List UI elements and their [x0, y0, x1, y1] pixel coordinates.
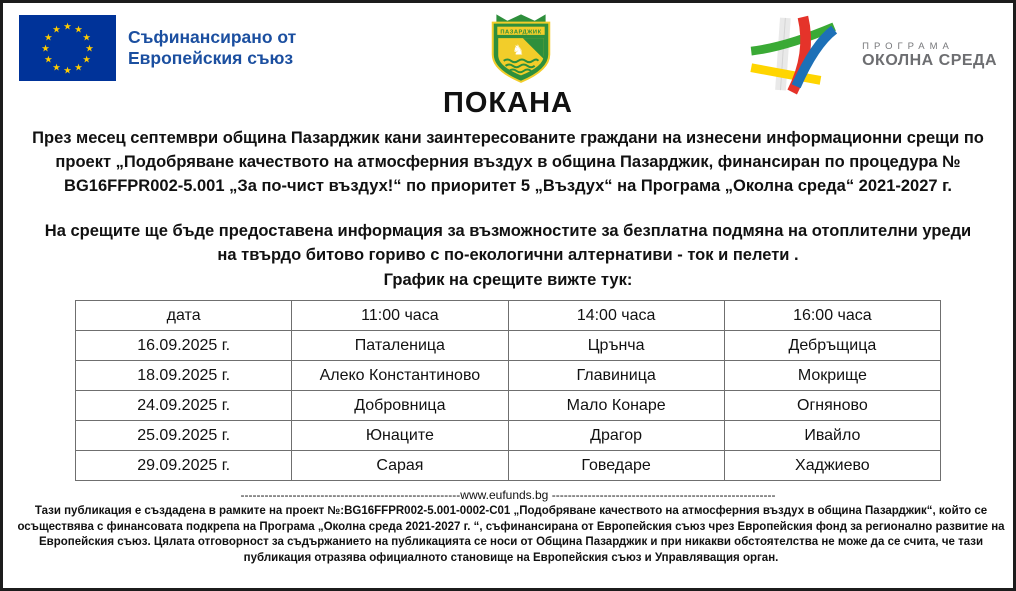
header-logos: ★ ★ ★ ★ ★ ★ ★ ★ ★ ★ ★ ★ Съфинансирано от… — [17, 11, 999, 95]
table-cell: Хаджиево — [723, 450, 942, 481]
table-cell: Сарая — [291, 450, 509, 481]
info-paragraph: На срещите ще бъде предоставена информац… — [44, 222, 972, 264]
table-row: 16.09.2025 г. Паталеница Црънча Дебръщиц… — [74, 330, 942, 361]
svg-text:★: ★ — [74, 24, 83, 35]
table-row: 25.09.2025 г. Юнаците Драгор Ивайло — [74, 420, 942, 451]
table-cell-date: 25.09.2025 г. — [74, 420, 293, 451]
table-cell: Паталеница — [291, 330, 509, 361]
programme-caption-line2: ОКОЛНА СРЕДА — [862, 51, 997, 69]
table-cell: Алеко Константиново — [291, 360, 509, 391]
table-cell: Говедаре — [507, 450, 725, 481]
table-cell: Мало Конаре — [507, 390, 725, 421]
table-cell: Мокрище — [723, 360, 942, 391]
table-cell: Ивайло — [723, 420, 942, 451]
eu-logo-caption-line2: Европейския съюз — [128, 48, 294, 68]
pazardzhik-coat-of-arms: ПАЗАРДЖИК ♞ — [480, 13, 562, 90]
table-cell-date: 29.09.2025 г. — [74, 450, 293, 481]
table-cell-date: 16.09.2025 г. — [74, 330, 293, 361]
pazardzhik-coat-of-arms-icon: ПАЗАРДЖИК ♞ — [491, 14, 551, 83]
svg-text:ПАЗАРДЖИК: ПАЗАРДЖИК — [501, 29, 542, 35]
table-cell: Юнаците — [291, 420, 509, 451]
table-cell: Главиница — [507, 360, 725, 391]
programme-caption: ПРОГРАМА ОКОЛНА СРЕДА — [862, 41, 997, 70]
svg-text:★: ★ — [74, 63, 83, 74]
header-cell-11: 11:00 часа — [291, 300, 509, 331]
table-cell: Огняново — [723, 390, 942, 421]
svg-text:★: ★ — [82, 55, 91, 66]
eu-flag-icon: ★ ★ ★ ★ ★ ★ ★ ★ ★ ★ ★ ★ — [19, 15, 116, 81]
svg-text:★: ★ — [44, 55, 53, 66]
eu-cofunded-logo: ★ ★ ★ ★ ★ ★ ★ ★ ★ ★ ★ ★ Съфинансирано от… — [19, 15, 296, 81]
table-cell: Црънча — [507, 330, 725, 361]
table-cell-date: 18.09.2025 г. — [74, 360, 293, 391]
environment-programme-logo: ПРОГРАМА ОКОЛНА СРЕДА — [746, 15, 997, 95]
header-cell-14: 14:00 часа — [507, 300, 725, 331]
divider-dashes-right: ----------------------------------------… — [551, 488, 776, 502]
divider-dashes-left: ----------------------------------------… — [240, 488, 461, 502]
svg-text:★: ★ — [52, 63, 61, 74]
header-cell-16: 16:00 часа — [723, 300, 942, 331]
table-cell-date: 24.09.2025 г. — [74, 390, 293, 421]
table-cell: Драгор — [507, 420, 725, 451]
programme-ribbons-icon — [750, 15, 838, 95]
svg-text:★: ★ — [44, 33, 53, 44]
svg-text:★: ★ — [63, 66, 72, 77]
svg-text:★: ★ — [52, 24, 61, 35]
eufunds-link[interactable]: www.eufunds.bg — [460, 488, 549, 502]
eu-logo-caption: Съфинансирано от Европейския съюз — [128, 27, 296, 69]
svg-text:★: ★ — [41, 44, 50, 55]
table-header-row: дата 11:00 часа 14:00 часа 16:00 часа — [74, 300, 942, 331]
table-cell: Дебръщица — [723, 330, 942, 361]
programme-caption-line1: ПРОГРАМА — [862, 40, 954, 52]
table-row: 24.09.2025 г. Добровница Мало Конаре Огн… — [74, 390, 942, 421]
intro-paragraph: През месец септември община Пазарджик ка… — [32, 129, 984, 195]
page-title: ПОКАНА — [443, 87, 573, 119]
table-row: 29.09.2025 г. Сарая Говедаре Хаджиево — [74, 450, 942, 481]
svg-text:★: ★ — [63, 22, 72, 33]
table-row: 18.09.2025 г. Алеко Константиново Главин… — [74, 360, 942, 391]
table-cell: Добровница — [291, 390, 509, 421]
header-cell-date: дата — [74, 300, 293, 331]
footer-divider: ----------------------------------------… — [17, 488, 999, 502]
schedule-table: дата 11:00 часа 14:00 часа 16:00 часа 16… — [74, 300, 942, 481]
eu-logo-caption-line1: Съфинансирано от — [128, 27, 297, 47]
schedule-label: График на срещите вижте тук: — [383, 271, 633, 289]
svg-text:★: ★ — [82, 33, 91, 44]
svg-text:★: ★ — [85, 44, 94, 55]
svg-text:♞: ♞ — [512, 42, 524, 58]
disclaimer-text: Тази публикация е създадена в рамките на… — [17, 505, 1005, 564]
